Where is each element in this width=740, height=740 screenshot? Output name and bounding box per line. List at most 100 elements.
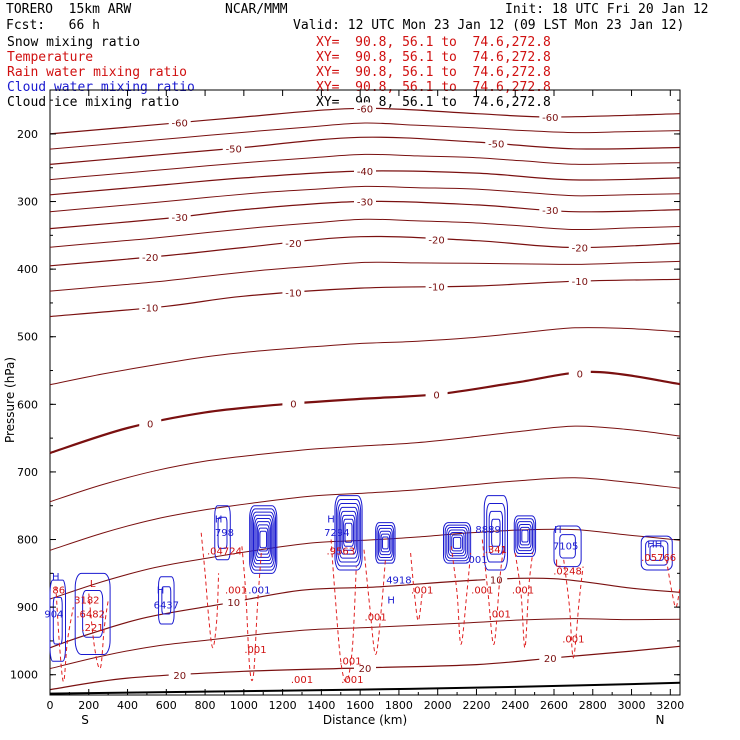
temperature-contour-label: -10 (142, 304, 158, 315)
cloud-water-contour (49, 579, 67, 662)
temperature-contour-label: -60 (542, 113, 558, 124)
temperature-contour-minor (49, 260, 681, 292)
north-end-label: N (656, 713, 665, 727)
rain-water-contour (330, 539, 357, 683)
contour-annotation: H (52, 572, 60, 583)
contour-annotation: .001 (411, 586, 433, 597)
contour-annotation: .0248 (553, 567, 582, 578)
contour-label-bg (568, 367, 591, 379)
y-tick-label: 600 (17, 398, 38, 411)
cloud-water-contour (52, 596, 63, 645)
contour-label-bg (425, 280, 448, 292)
cloud-water-contour (446, 527, 468, 559)
y-tick-label: 500 (17, 331, 38, 344)
y-tick-label: 200 (17, 128, 38, 141)
temperature-contour-label: -10 (285, 289, 301, 300)
temperature-contour-label: 20 (173, 671, 186, 682)
cloud-water-contour (340, 510, 357, 555)
legend-temperature-xy: XY= 90.8, 56.1 to 74.6,272.8 (316, 50, 551, 65)
rain-water-contour (514, 552, 534, 649)
cloud-water-contour (337, 502, 360, 563)
cloud-water-contour (491, 518, 501, 547)
contour-annotation: L (90, 579, 96, 590)
surface-pressure-line (49, 681, 681, 695)
temperature-contour-minor (49, 477, 681, 551)
contour-annotation: .001 (339, 657, 361, 668)
contour-label-bg (354, 661, 376, 673)
legend-rain-label: Rain water mixing ratio (7, 65, 188, 80)
contour-label-bg (354, 165, 376, 177)
cloud-water-contour (518, 523, 532, 549)
cloud-water-contour (382, 536, 389, 550)
contour-annotation: H (327, 515, 335, 526)
contour-annotation: .001 (225, 586, 247, 597)
init-time: Init: 18 UTC Fri 20 Jan 12 (505, 2, 709, 17)
temperature-contour-label: 0 (290, 400, 296, 411)
x-tick-label: 200 (78, 699, 99, 712)
contour-annotation: .001 (341, 675, 363, 686)
temperature-contour-label: -30 (357, 198, 373, 209)
rain-water-contour (55, 586, 74, 683)
contour-label-bg (425, 388, 448, 400)
contour-label-bg (539, 652, 562, 664)
temperature-contour-minor (49, 218, 681, 248)
cloud-water-contour (256, 524, 270, 555)
x-tick-label: 1000 (230, 699, 258, 712)
contour-annotation: .001 (365, 613, 387, 624)
rain-water-contour (410, 552, 423, 622)
contour-annotation: 7294 (324, 528, 349, 539)
legend-cloud-ice-label: Cloud ice mixing ratio (7, 95, 180, 110)
temperature-contour-minor (49, 327, 681, 386)
rain-water-contour (481, 539, 505, 645)
y-tick-label: 300 (17, 196, 38, 209)
contour-label-bg (282, 236, 305, 248)
contour-annotation: .001 (489, 609, 511, 620)
temperature-contour-label: -10 (428, 283, 444, 294)
x-tick-label: 1400 (307, 699, 335, 712)
temperature-contour-label: -50 (488, 139, 504, 150)
x-tick-label: 2000 (424, 699, 452, 712)
contour-annotation: .001 (562, 634, 584, 645)
legend-snow-xy: XY= 90.8, 56.1 to 74.6,272.8 (316, 35, 551, 50)
temperature-contour-label: 10 (227, 598, 240, 609)
legend-snow-label: Snow mixing ratio (7, 35, 141, 50)
cloud-water-contour (379, 530, 392, 556)
temperature-contour-0 (49, 370, 681, 455)
cloud-water-contour (158, 576, 175, 625)
contour-label-bg (168, 669, 191, 681)
cloud-water-contour (483, 495, 508, 571)
rain-water-contour (563, 559, 584, 659)
cloud-water-contour (559, 534, 576, 559)
cloud-water-contour (338, 506, 359, 559)
y-tick-label: 400 (17, 263, 38, 276)
x-tick-label: 2600 (540, 699, 568, 712)
contour-label-bg (354, 102, 376, 114)
model-title: TORERO 15km ARW (6, 2, 132, 17)
cloud-water-contour (259, 530, 268, 549)
valid-time: Valid: 12 UTC Mon 23 Jan 12 (09 LST Mon … (293, 18, 685, 33)
temperature-contour-label: 0 (577, 370, 583, 381)
contour-annotation: HH (647, 540, 662, 551)
contour-label-bg (222, 142, 245, 154)
temperature-contour-label: -20 (142, 253, 158, 264)
x-tick-label: 1800 (385, 699, 413, 712)
cloud-water-contour (251, 511, 275, 568)
temperature-contour-10 (49, 577, 681, 649)
x-tick-label: 3200 (656, 699, 684, 712)
cloud-water-contour (452, 536, 462, 549)
cloud-water-contour (258, 527, 269, 552)
contour-label-bg (568, 275, 591, 287)
temperature-contour-minor (49, 185, 681, 213)
plot-frame (49, 89, 681, 696)
contour-annotation: .001 (471, 586, 493, 597)
rain-water-contour (88, 593, 109, 670)
contour-label-bg (139, 251, 162, 263)
cloud-water-contour (376, 524, 395, 561)
cloud-water-contour (82, 590, 104, 638)
cloud-water-contour (640, 535, 673, 571)
legend-rain-xy: XY= 90.8, 56.1 to 74.6,272.8 (316, 65, 551, 80)
temperature-contour-label: -20 (428, 235, 444, 246)
cloud-water-contour (645, 540, 669, 566)
cloud-water-contour (255, 521, 271, 558)
cloud-water-contour (161, 586, 172, 615)
